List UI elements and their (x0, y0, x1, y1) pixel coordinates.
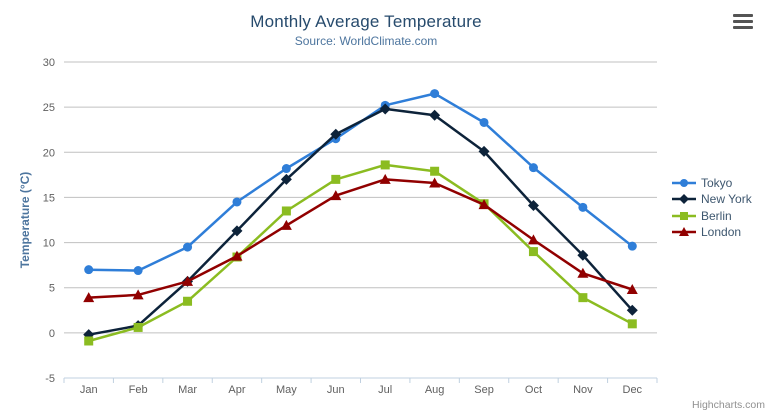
data-point-berlin-may[interactable] (281, 206, 291, 216)
data-point-london-may[interactable] (280, 219, 292, 230)
x-axis-tick-label: Aug (425, 384, 445, 396)
legend-marker-tokyo[interactable] (680, 179, 688, 187)
data-point-tokyo-aug[interactable] (430, 89, 440, 99)
legend: Tokyo New York Berlin London (672, 176, 752, 242)
legend-item-london[interactable]: London (672, 224, 752, 239)
data-point-new-york-aug[interactable] (429, 109, 441, 121)
data-point-new-york-nov[interactable] (577, 249, 589, 261)
data-point-berlin-dec[interactable] (627, 319, 637, 329)
data-point-london-jan[interactable] (83, 292, 95, 303)
data-point-tokyo-apr[interactable] (232, 197, 242, 207)
data-point-london-jul[interactable] (379, 173, 391, 184)
hamburger-menu-icon (733, 26, 753, 29)
data-point-new-york-apr[interactable] (231, 225, 243, 237)
x-axis-tick-label: Apr (228, 384, 245, 396)
x-axis-tick-label: Jan (80, 384, 98, 396)
data-point-berlin-nov[interactable] (578, 293, 588, 303)
chart-title: Monthly Average Temperature (250, 12, 482, 31)
x-axis-tick-label: Mar (178, 384, 197, 396)
y-axis-tick-label: 5 (49, 283, 55, 295)
data-point-berlin-oct[interactable] (528, 247, 538, 257)
legend-marker-berlin[interactable] (680, 211, 688, 220)
y-axis-tick-label: 20 (43, 147, 55, 159)
x-axis-tick-label: Jun (327, 384, 345, 396)
legend-item-new-york[interactable]: New York (672, 192, 752, 207)
x-axis-tick-label: Jul (378, 384, 392, 396)
y-axis-tick-label: 30 (43, 57, 55, 69)
data-point-tokyo-may[interactable] (281, 164, 291, 174)
data-point-new-york-jul[interactable] (379, 103, 391, 115)
x-axis-tick-label: Dec (623, 384, 643, 396)
data-point-new-york-may[interactable] (280, 173, 292, 185)
legend-label: London (701, 224, 742, 239)
y-axis-tick-label: -5 (45, 373, 55, 385)
y-axis-tick-label: 15 (43, 192, 55, 204)
legend-label: New York (701, 192, 752, 207)
data-point-berlin-jun[interactable] (331, 174, 341, 184)
hamburger-menu-icon (733, 14, 753, 17)
data-point-new-york-sep[interactable] (478, 145, 490, 157)
legend-triangle-icon (672, 226, 696, 236)
y-axis-tick-label: 0 (49, 328, 55, 340)
data-point-london-feb[interactable] (132, 289, 144, 300)
data-point-berlin-feb[interactable] (133, 322, 143, 332)
x-axis-tick-label: Oct (525, 384, 542, 396)
legend-label: Berlin (701, 208, 732, 223)
data-point-berlin-jul[interactable] (380, 160, 390, 170)
legend-item-tokyo[interactable]: Tokyo (672, 176, 752, 190)
data-point-berlin-aug[interactable] (430, 166, 440, 176)
y-axis-title: Temperature (°C) (18, 172, 32, 269)
data-point-tokyo-dec[interactable] (627, 241, 637, 251)
data-point-new-york-jun[interactable] (330, 128, 342, 140)
series-line-berlin (87, 163, 634, 343)
data-point-berlin-mar[interactable] (183, 296, 193, 306)
data-point-new-york-dec[interactable] (626, 304, 638, 316)
data-point-tokyo-jan[interactable] (84, 265, 94, 275)
legend-marker-london[interactable] (679, 226, 689, 236)
data-point-london-jun[interactable] (330, 190, 342, 201)
data-point-london-mar[interactable] (182, 275, 194, 286)
context-menu-button[interactable] (733, 14, 753, 29)
data-point-london-sep[interactable] (478, 199, 490, 210)
data-point-london-apr[interactable] (231, 250, 243, 261)
data-point-london-oct[interactable] (527, 234, 539, 245)
legend-diamond-icon (672, 194, 696, 205)
x-axis-tick-label: Nov (573, 384, 593, 396)
data-point-london-dec[interactable] (626, 284, 638, 295)
legend-item-berlin[interactable]: Berlin (672, 208, 752, 223)
data-point-new-york-oct[interactable] (527, 200, 539, 212)
series-line-london (87, 178, 634, 299)
series-line-new-york (87, 107, 634, 336)
legend-circle-icon (672, 179, 696, 187)
data-point-tokyo-feb[interactable] (133, 266, 143, 276)
data-point-berlin-jan[interactable] (84, 336, 94, 346)
legend-square-icon (672, 211, 696, 220)
y-axis-tick-label: 25 (43, 102, 55, 114)
data-point-tokyo-nov[interactable] (578, 202, 588, 212)
data-point-tokyo-mar[interactable] (183, 242, 193, 252)
data-point-tokyo-oct[interactable] (528, 163, 538, 173)
data-point-london-nov[interactable] (577, 267, 589, 278)
x-axis-tick-label: Feb (129, 384, 148, 396)
legend-label: Tokyo (701, 176, 733, 190)
x-axis-tick-label: Sep (474, 384, 494, 396)
credits-link[interactable]: Highcharts.com (692, 399, 765, 411)
legend-marker-new-york[interactable] (679, 194, 689, 205)
chart-subtitle: Source: WorldClimate.com (294, 34, 438, 48)
y-axis-tick-label: 10 (43, 238, 55, 250)
data-point-tokyo-sep[interactable] (479, 117, 489, 127)
data-point-london-aug[interactable] (429, 177, 441, 188)
hamburger-menu-icon (733, 20, 753, 23)
x-axis-tick-label: May (276, 384, 297, 396)
